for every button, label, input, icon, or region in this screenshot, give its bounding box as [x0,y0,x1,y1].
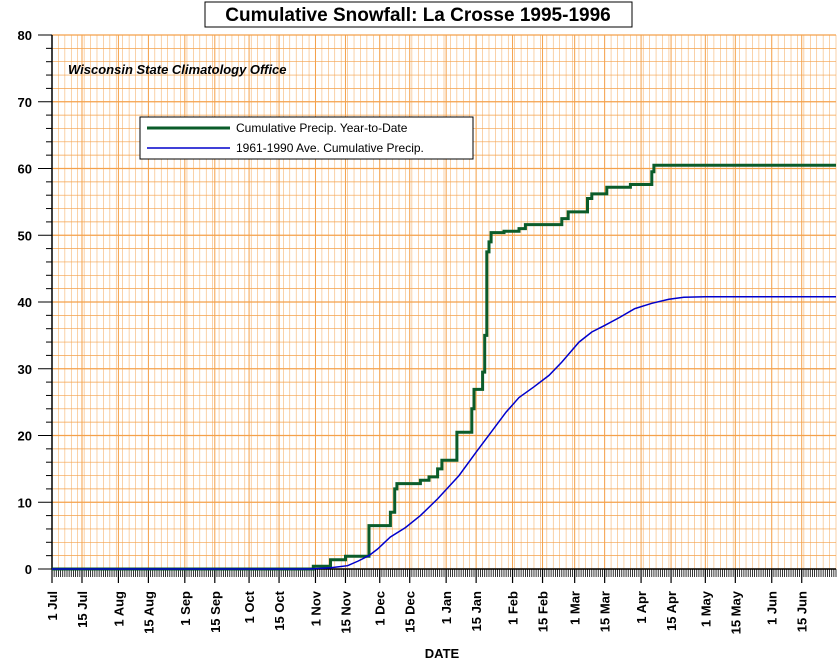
x-tick-label: 15 Sep [208,591,223,633]
x-tick-label: 1 Dec [373,591,388,626]
x-tick-label: 1 Mar [568,591,583,625]
x-axis-title: DATE [425,646,460,661]
x-tick-label: 15 Apr [664,591,679,631]
y-tick-label: 70 [18,95,32,110]
chart-title-box [204,1,633,28]
legend-label-average: 1961-1990 Ave. Cumulative Precip. [236,141,424,155]
series-line-year-to-date [52,163,836,571]
x-tick-label: 1 Oct [242,590,257,623]
y-tick-label: 50 [18,228,32,243]
source-annotation: Wisconsin State Climatology Office [68,62,287,77]
series-line-average [52,295,836,570]
y-tick-label: 0 [25,562,32,577]
x-tick-label: 1 Jan [439,591,454,624]
chart-title-group: Cumulative Snowfall: La Crosse 1995-1996 [204,1,633,28]
x-tick-label: 15 Dec [403,591,418,633]
legend-box [139,116,474,160]
y-tick-label: 20 [18,429,32,444]
x-tick-label: 15 Nov [338,590,353,633]
x-tick-label: 15 Aug [141,591,156,634]
series-lines [52,163,836,571]
x-tick-label: 15 Feb [536,591,551,632]
chart-title: Cumulative Snowfall: La Crosse 1995-1996 [225,5,610,26]
x-tick-label: 15 Jan [469,591,484,632]
x-tick-label: 15 May [728,590,743,634]
x-tick-label: 15 Mar [598,591,613,632]
x-tick-label: 1 Apr [634,591,649,624]
x-tick-label: 1 Jun [765,591,780,625]
y-tick-label: 10 [18,495,32,510]
x-tick-label: 15 Jul [75,591,90,628]
tick-labels: 0 10 20 30 40 50 60 70 80 1 Jul 15 Jul 1 Aug 15 Aug 1… [18,28,810,634]
y-tick-label: 60 [18,162,32,177]
legend: Cumulative Precip. Year-to-Date 1961-199… [139,116,474,160]
grid-lines [51,34,837,570]
x-tick-label: 1 May [698,590,713,627]
y-tick-label: 80 [18,28,32,43]
x-tick-label: 1 Nov [308,590,323,626]
x-tick-label: 1 Feb [506,591,521,625]
y-tick-label: 40 [18,295,32,310]
x-tick-label: 1 Sep [178,591,193,626]
x-tick-label: 15 Oct [272,590,287,630]
legend-label-ytd: Cumulative Precip. Year-to-Date [236,121,408,135]
x-tick-label: 1 Jul [45,591,60,621]
y-tick-label: 30 [18,362,32,377]
x-tick-label: 15 Jun [795,591,810,632]
x-tick-label: 1 Aug [111,591,126,627]
